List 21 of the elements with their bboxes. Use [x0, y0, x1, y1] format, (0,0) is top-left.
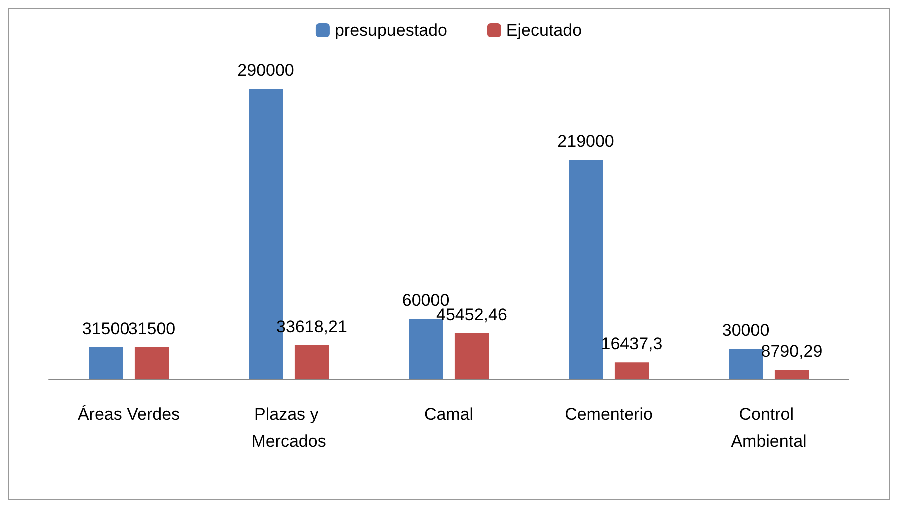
data-label: 219000 [558, 132, 614, 151]
legend-label: Ejecutado [506, 21, 582, 40]
bar [134, 348, 169, 379]
bar [294, 345, 329, 379]
bar [774, 370, 809, 379]
x-tick-label: Cementerio [565, 405, 653, 424]
x-tick-label: Camal [424, 405, 474, 424]
data-label: 8790,29 [761, 342, 823, 362]
data-label: 290000 [238, 61, 294, 80]
bar [454, 334, 489, 379]
bar [89, 348, 124, 379]
x-tick-label: Plazas y Mercados [252, 405, 326, 451]
data-label: 30000 [722, 321, 770, 340]
x-tick-label: Áreas Verdes [78, 405, 180, 424]
bar [614, 362, 649, 379]
data-label: 31500 [82, 320, 130, 338]
x-tick-label: Control Ambiental [731, 405, 807, 451]
legend-label: presupuestado [334, 21, 448, 40]
bar [569, 160, 604, 379]
bar [729, 349, 764, 379]
data-label: 31500 [128, 320, 176, 338]
